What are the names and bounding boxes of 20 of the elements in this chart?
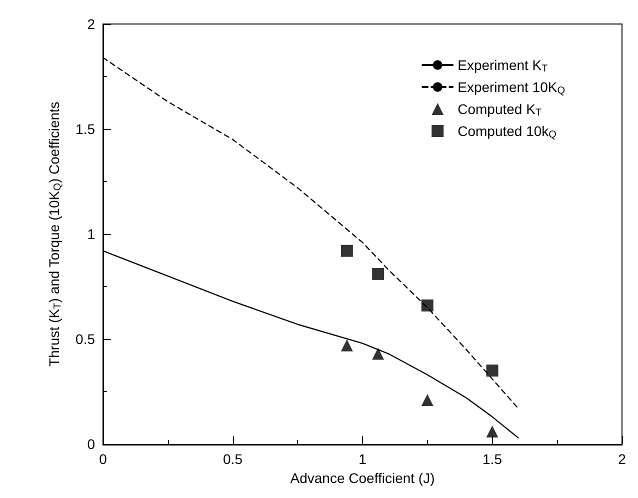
y-tick-label: 0.5 bbox=[76, 331, 96, 348]
x-tick-label: 0.5 bbox=[223, 451, 243, 468]
y-tick-label: 1 bbox=[87, 226, 96, 242]
point bbox=[421, 394, 434, 406]
point bbox=[486, 364, 498, 377]
point bbox=[340, 339, 353, 352]
y-axis-title: Thrust (KT) and Torque (10KQ) Coefficients bbox=[46, 102, 64, 367]
y-tick-label: 0 bbox=[87, 436, 96, 452]
point bbox=[372, 348, 384, 360]
x-tick-label: 1.5 bbox=[482, 451, 502, 468]
point bbox=[421, 299, 434, 312]
x-tick-label: 2 bbox=[618, 451, 626, 468]
y-tick-label: 2 bbox=[87, 16, 96, 32]
point bbox=[340, 244, 353, 257]
x-axis-title: Advance Coefficient (J) bbox=[290, 470, 435, 486]
x-tick-label: 0 bbox=[99, 451, 108, 468]
point bbox=[372, 268, 384, 280]
y-tick-label: 1.5 bbox=[76, 121, 96, 138]
x-tick-label: 1 bbox=[358, 451, 367, 468]
point bbox=[486, 425, 498, 438]
